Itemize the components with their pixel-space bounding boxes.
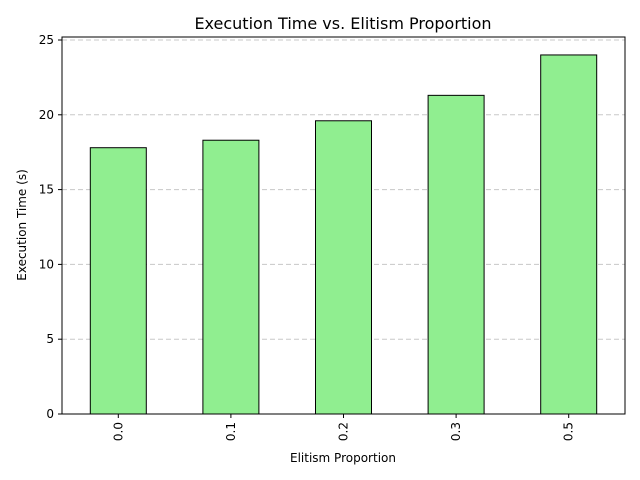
x-axis-ticks: 0.0 0.1 0.2 0.3 0.5	[111, 414, 576, 441]
y-axis-label: Execution Time (s)	[15, 169, 29, 281]
chart-title: Execution Time vs. Elitism Proportion	[194, 14, 491, 33]
bar	[427, 94, 485, 415]
bar	[315, 120, 372, 415]
x-axis-label: Elitism Proportion	[290, 451, 396, 465]
x-tick-label: 0.5	[562, 422, 576, 441]
y-tick-label: 0	[46, 407, 54, 421]
y-tick-label: 20	[39, 108, 54, 122]
y-tick-label: 15	[39, 183, 54, 197]
x-tick-label: 0.2	[337, 422, 351, 441]
y-axis-ticks: 0 5 10 15 20 25	[39, 33, 62, 421]
x-tick-label: 0.3	[449, 422, 463, 441]
bar	[89, 147, 147, 415]
x-tick-label: 0.0	[111, 422, 125, 441]
bar	[202, 139, 260, 415]
y-tick-label: 25	[39, 33, 54, 47]
bars	[89, 54, 598, 415]
y-tick-label: 10	[39, 257, 54, 271]
x-tick-label: 0.1	[224, 422, 238, 441]
bar	[540, 54, 598, 415]
y-tick-label: 5	[46, 332, 54, 346]
